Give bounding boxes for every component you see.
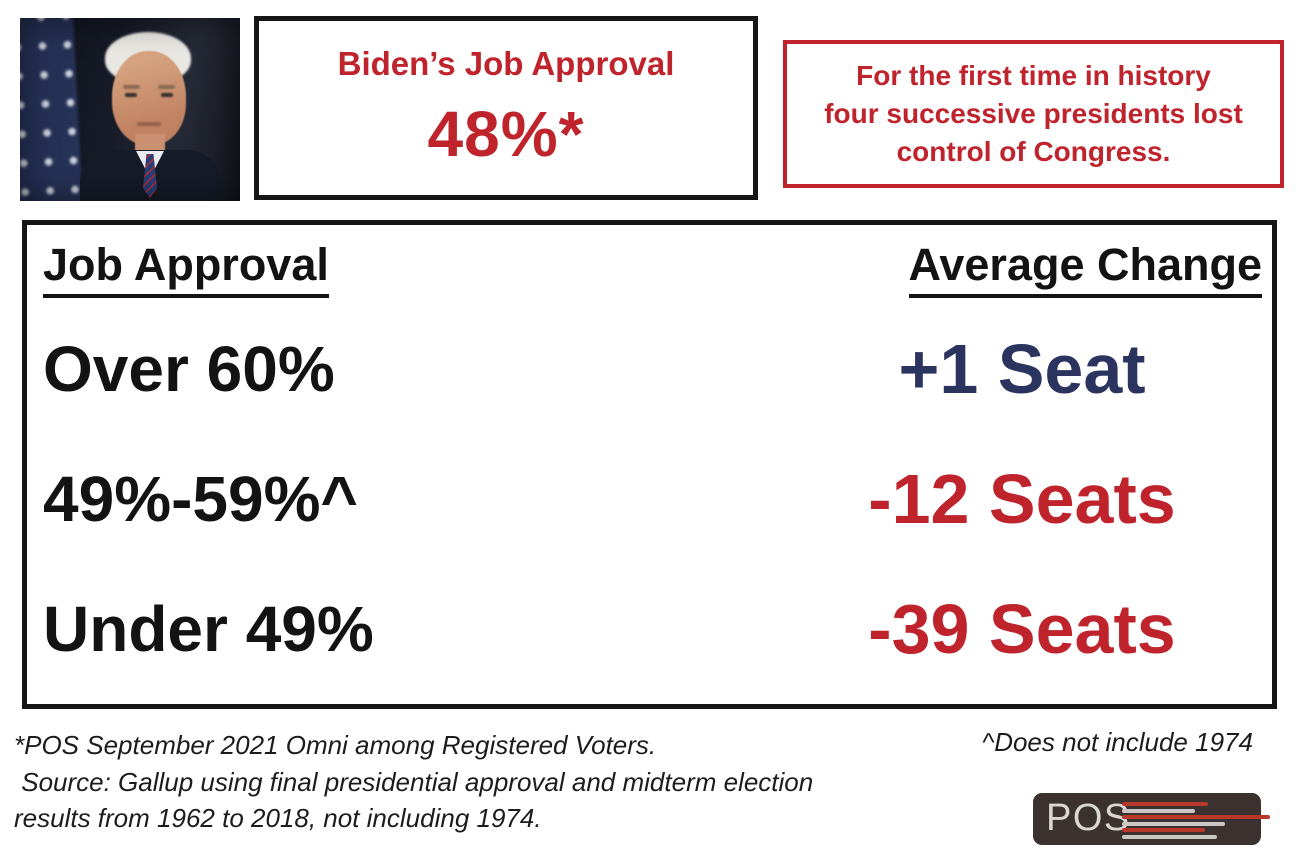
approval-box: Biden’s Job Approval 48%* xyxy=(254,16,758,200)
source-footnote-line-1: *POS September 2021 Omni among Registere… xyxy=(14,730,657,760)
biden-photo xyxy=(20,18,240,201)
cell-change-under-49: -39 Seats xyxy=(868,590,1176,668)
pos-logo-text: POS xyxy=(1046,797,1131,839)
portrait-mouth xyxy=(137,122,161,126)
table-row: 49%-59%^ -12 Seats xyxy=(43,434,1262,564)
cell-change-49-59: -12 Seats xyxy=(868,460,1176,538)
source-footnote-line-3: results from 1962 to 2018, not including… xyxy=(14,803,542,833)
history-line-2: four successive presidents lost xyxy=(824,98,1243,129)
logo-stripe-red xyxy=(1122,802,1208,806)
table-body: Over 60% +1 Seat 49%-59%^ -12 Seats Unde… xyxy=(43,298,1262,694)
logo-stripe-gray xyxy=(1122,821,1225,826)
table-header-average-change: Average Change xyxy=(908,239,1262,298)
portrait-eye-left xyxy=(125,93,137,97)
table-header-row: Job Approval Average Change xyxy=(43,239,1262,298)
history-callout-box: For the first time in history four succe… xyxy=(783,40,1284,188)
cell-change-over-60: +1 Seat xyxy=(898,330,1146,408)
logo-stripe-red xyxy=(1122,828,1205,833)
source-footnote: *POS September 2021 Omni among Registere… xyxy=(14,727,813,837)
approval-box-value: 48%* xyxy=(427,98,585,170)
history-line-1: For the first time in history xyxy=(856,60,1211,91)
pos-logo: POS xyxy=(1033,793,1270,845)
portrait-brow-left xyxy=(123,85,140,89)
approval-change-table: Job Approval Average Change Over 60% +1 … xyxy=(22,220,1277,709)
portrait-vignette xyxy=(20,18,240,201)
source-footnote-line-2: Source: Gallup using final presidential … xyxy=(14,766,814,797)
cell-approval-49-59: 49%-59%^ xyxy=(43,463,358,535)
history-line-3: control of Congress. xyxy=(896,136,1171,167)
table-row: Under 49% -39 Seats xyxy=(43,564,1262,694)
logo-stripe-red xyxy=(1122,815,1270,820)
logo-stripe-gray xyxy=(1122,834,1217,839)
portrait-face xyxy=(112,51,186,145)
table-row: Over 60% +1 Seat xyxy=(43,304,1262,434)
caret-footnote: ^Does not include 1974 xyxy=(982,727,1253,757)
portrait-tie xyxy=(143,154,157,198)
logo-stripe-gray xyxy=(1122,808,1195,813)
cell-approval-over-60: Over 60% xyxy=(43,333,335,405)
portrait-brow-right xyxy=(158,85,175,89)
pos-logo-stripes xyxy=(1122,802,1270,842)
approval-box-title: Biden’s Job Approval xyxy=(337,45,675,82)
portrait-eye-right xyxy=(161,93,173,97)
cell-approval-under-49: Under 49% xyxy=(43,593,374,665)
table-header-job-approval: Job Approval xyxy=(43,239,329,298)
